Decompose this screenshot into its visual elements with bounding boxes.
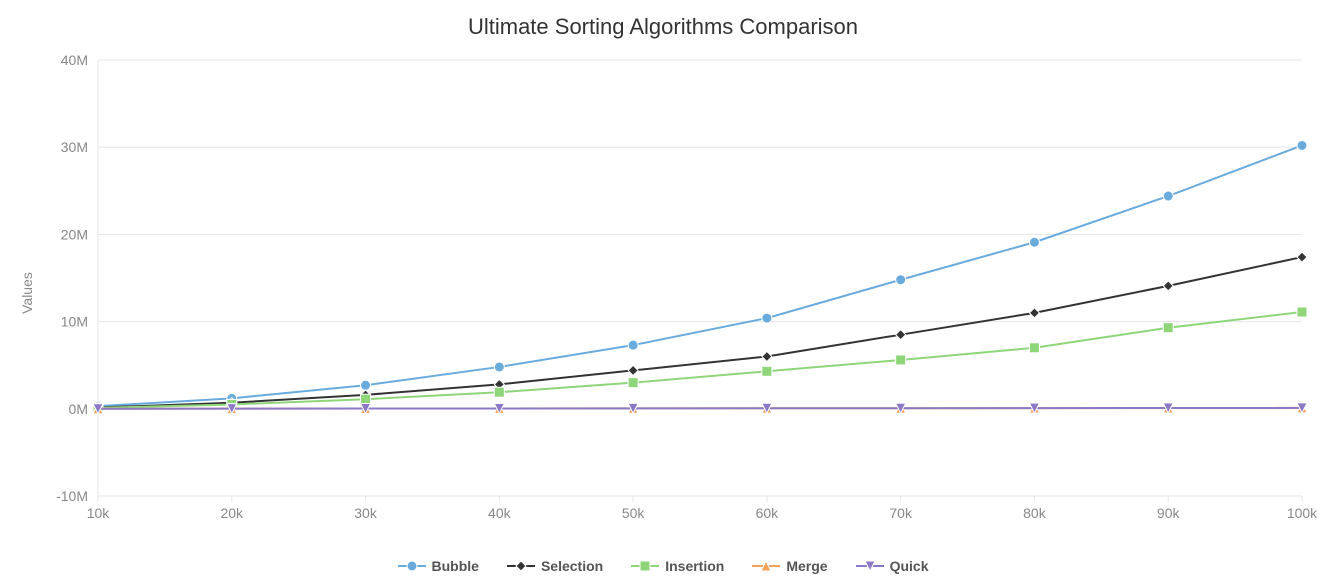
series-marker-bubble — [628, 340, 638, 350]
x-tick-label: 30k — [354, 505, 378, 521]
legend-item-selection[interactable]: Selection — [507, 558, 603, 574]
y-tick-label: -10M — [56, 488, 88, 504]
series-marker-insertion — [1163, 323, 1173, 333]
series-marker-selection — [762, 351, 772, 361]
series-marker-selection — [1297, 252, 1307, 262]
series-marker-insertion — [1297, 307, 1307, 317]
legend-label: Selection — [541, 558, 603, 574]
y-tick-label: 30M — [61, 139, 88, 155]
x-tick-label: 90k — [1157, 505, 1181, 521]
series-line-bubble — [98, 145, 1302, 406]
legend-item-merge[interactable]: Merge — [752, 558, 827, 574]
series-marker-selection — [1163, 281, 1173, 291]
series-marker-bubble — [1163, 191, 1173, 201]
x-tick-label: 70k — [889, 505, 913, 521]
chart-plot-area: -10M 0M 10M 20M 30M 40M 10k 20k 30k 40k 50k 60k 70k 8… — [0, 0, 1326, 586]
circle-icon — [405, 559, 419, 573]
legend-label: Quick — [890, 558, 929, 574]
series-marker-insertion — [628, 378, 638, 388]
x-tick-label: 50k — [622, 505, 646, 521]
series-marker-insertion — [494, 387, 504, 397]
y-tick-label: 20M — [61, 226, 88, 242]
x-tick-label: 10k — [87, 505, 111, 521]
x-tick-label: 100k — [1287, 505, 1318, 521]
series-marker-bubble — [896, 275, 906, 285]
chart-legend: Bubble Selection Insertion Merge Quick — [0, 558, 1326, 576]
triangle-down-icon — [863, 559, 877, 573]
series-marker-bubble — [361, 380, 371, 390]
legend-item-insertion[interactable]: Insertion — [631, 558, 724, 574]
series-marker-bubble — [762, 313, 772, 323]
x-tick-label: 20k — [220, 505, 244, 521]
x-tick-label: 60k — [756, 505, 780, 521]
x-tick-label: 80k — [1023, 505, 1047, 521]
series-marker-insertion — [1029, 343, 1039, 353]
series-marker-bubble — [1297, 140, 1307, 150]
y-tick-label: 10M — [61, 314, 88, 330]
series-marker-bubble — [494, 362, 504, 372]
legend-label: Insertion — [665, 558, 724, 574]
y-tick-label: 0M — [69, 401, 88, 417]
series-marker-insertion — [762, 366, 772, 376]
y-tick-label: 40M — [61, 52, 88, 68]
series-marker-insertion — [896, 355, 906, 365]
series-line-quick — [98, 408, 1302, 409]
legend-label: Bubble — [432, 558, 479, 574]
square-icon — [638, 559, 652, 573]
legend-item-bubble[interactable]: Bubble — [398, 558, 479, 574]
series-marker-selection — [628, 365, 638, 375]
series-marker-bubble — [1029, 237, 1039, 247]
series-marker-selection — [896, 330, 906, 340]
legend-label: Merge — [786, 558, 827, 574]
series-marker-selection — [1029, 308, 1039, 318]
diamond-icon — [514, 559, 528, 573]
triangle-up-icon — [759, 559, 773, 573]
x-tick-label: 40k — [488, 505, 512, 521]
legend-item-quick[interactable]: Quick — [856, 558, 929, 574]
